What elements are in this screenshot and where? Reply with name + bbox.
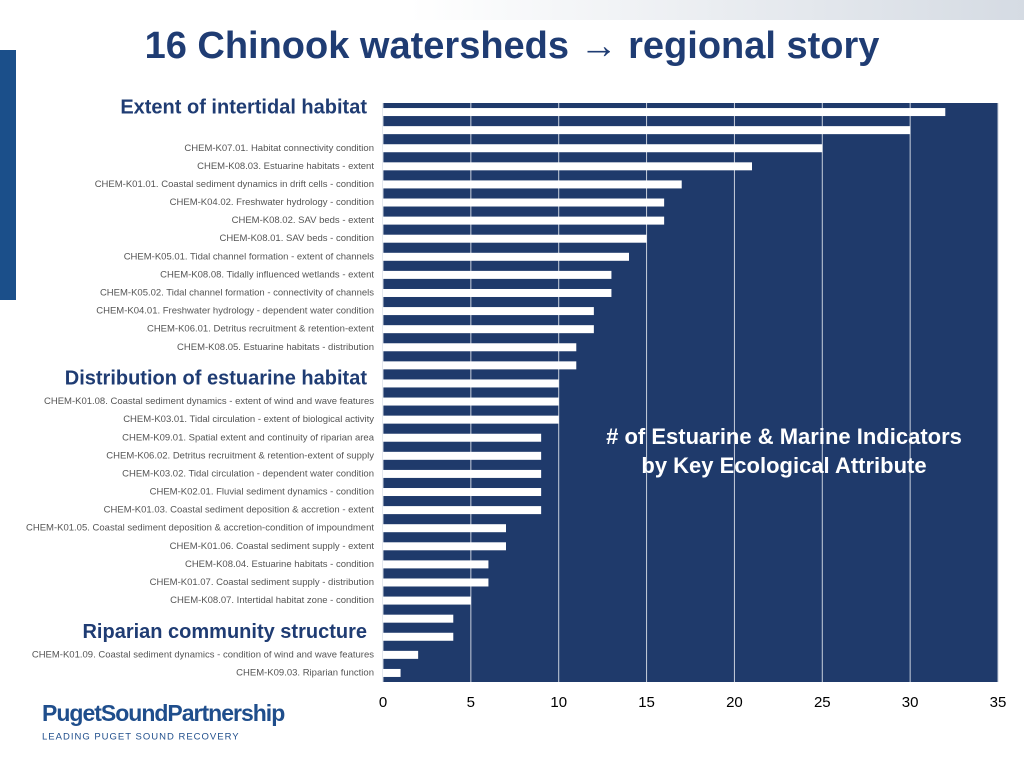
bar [383, 668, 401, 677]
bar [383, 379, 559, 388]
section-label: Riparian community structure [82, 621, 367, 643]
x-tick-label: 25 [814, 694, 831, 711]
annotation: by Key Ecological Attribute [641, 453, 926, 478]
y-tick-label: CHEM-K07.01. Habitat connectivity condit… [184, 143, 374, 154]
bar [383, 325, 594, 334]
bar [383, 307, 594, 316]
x-tick-label: 5 [467, 694, 475, 711]
y-tick-label: CHEM-K01.01. Coastal sediment dynamics i… [95, 179, 374, 190]
bar [383, 542, 506, 551]
bar [383, 506, 542, 515]
y-tick-label: CHEM-K08.05. Estuarine habitats - distri… [177, 342, 374, 353]
top-band [0, 0, 1024, 20]
y-tick-label: CHEM-K06.02. Detritus recruitment & rete… [106, 450, 374, 461]
y-tick-label: CHEM-K04.02. Freshwater hydrology - cond… [170, 197, 374, 208]
y-tick-label: CHEM-K03.01. Tidal circulation - extent … [123, 414, 374, 425]
y-tick-label: CHEM-K05.01. Tidal channel formation - e… [124, 251, 375, 262]
y-tick-label: CHEM-K03.02. Tidal circulation - depende… [122, 468, 374, 479]
bar [383, 415, 559, 424]
x-tick-label: 30 [902, 694, 919, 711]
bar [383, 451, 542, 460]
bar [383, 578, 489, 587]
bar [383, 198, 665, 207]
y-tick-label: CHEM-K01.03. Coastal sediment deposition… [104, 505, 375, 516]
bar [383, 108, 946, 117]
y-tick-label: CHEM-K01.06. Coastal sediment supply - e… [170, 541, 375, 552]
y-tick-label: CHEM-K01.08. Coastal sediment dynamics -… [44, 396, 374, 407]
y-tick-label: CHEM-K08.08. Tidally influenced wetlands… [160, 269, 374, 280]
chart: 0 5 10 15 20 25 30 35 Extent of intertidal habit… [26, 96, 1006, 711]
bar [383, 234, 647, 243]
y-tick-label: CHEM-K04.01. Freshwater hydrology - depe… [96, 306, 374, 317]
bar [383, 632, 454, 641]
bar [383, 524, 506, 533]
bar [383, 560, 489, 569]
logo-tagline: LEADING PUGET SOUND RECOVERY [42, 732, 240, 743]
bar [383, 288, 612, 297]
y-tick-label: CHEM-K05.02. Tidal channel formation - c… [100, 288, 374, 299]
bar [383, 614, 454, 623]
y-tick-label: CHEM-K02.01. Fluvial sediment dynamics -… [150, 487, 374, 498]
side-bar [0, 50, 16, 300]
y-tick-label: CHEM-K09.01. Spatial extent and continui… [122, 432, 375, 443]
x-tick-label: 10 [550, 694, 567, 711]
plot-area [383, 103, 998, 682]
y-tick-label: CHEM-K08.01. SAV beds - condition [219, 233, 374, 244]
section-label: Extent of intertidal habitat [120, 96, 367, 118]
y-tick-label: CHEM-K08.02. SAV beds - extent [232, 215, 375, 226]
bar [383, 433, 542, 442]
y-tick-label: CHEM-K01.07. Coastal sediment supply - d… [150, 577, 374, 588]
slide-title: 16 Chinook watersheds → regional story [145, 25, 880, 67]
section-label: Distribution of estuarine habitat [65, 368, 368, 390]
bar [383, 397, 559, 406]
logo: PugetSoundPartnership [42, 700, 285, 726]
x-tick-label: 35 [990, 694, 1007, 711]
y-tick-label: CHEM-K01.09. Coastal sediment dynamics -… [32, 649, 374, 660]
annotation: # of Estuarine & Marine Indicators [606, 424, 962, 449]
bar [383, 488, 542, 497]
bar [383, 343, 577, 352]
y-tick-label: CHEM-K08.07. Intertidal habitat zone - c… [170, 595, 374, 606]
y-tick-label: CHEM-K01.05. Coastal sediment deposition… [26, 523, 374, 534]
bar [383, 162, 752, 171]
x-tick-label: 0 [379, 694, 387, 711]
x-tick-label: 20 [726, 694, 743, 711]
bar [383, 469, 542, 478]
y-tick-label: CHEM-K06.01. Detritus recruitment & rete… [147, 324, 374, 335]
y-tick-label: CHEM-K08.03. Estuarine habitats - extent [197, 161, 374, 172]
bar [383, 596, 471, 605]
bar [383, 216, 665, 225]
y-tick-label: CHEM-K09.03. Riparian function [236, 667, 374, 678]
bar [383, 144, 823, 153]
x-tick-label: 15 [638, 694, 655, 711]
bar [383, 252, 629, 261]
bar [383, 270, 612, 279]
bar [383, 126, 911, 135]
bar [383, 650, 419, 659]
bar [383, 180, 682, 189]
bar [383, 361, 577, 370]
y-tick-label: CHEM-K08.04. Estuarine habitats - condit… [185, 559, 374, 570]
